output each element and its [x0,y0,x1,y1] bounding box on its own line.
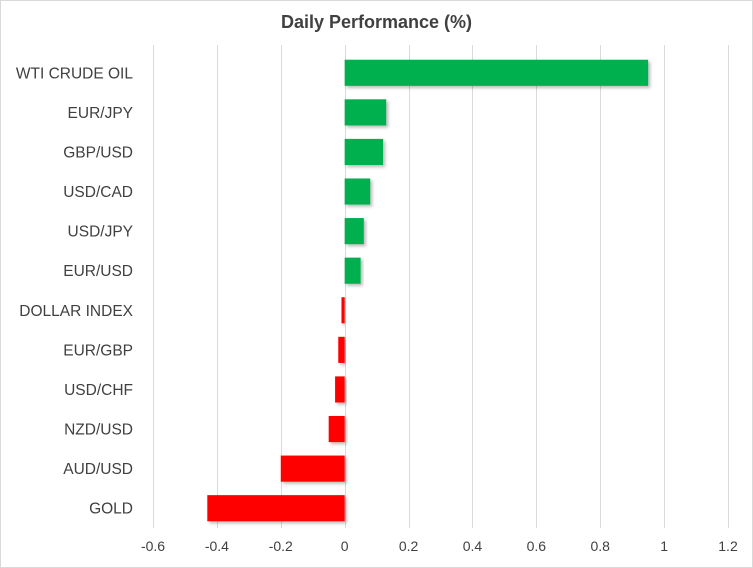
category-label: GBP/USD [63,144,133,161]
x-tick-label: 0.4 [463,538,483,554]
bar [335,376,345,403]
category-label: USD/JPY [68,224,133,241]
x-tick-label: 0 [341,538,349,554]
bar [344,257,361,284]
bar [280,455,345,482]
category-label: EUR/JPY [68,105,133,122]
bar [344,178,371,205]
bars [207,59,649,522]
gridlines [153,45,729,528]
x-tick-label: -0.6 [141,538,165,554]
x-tick-label: 1.2 [718,538,738,554]
x-tick-label: -0.2 [269,538,293,554]
bar [341,297,345,324]
x-tick-label: 0.6 [527,538,547,554]
bar [344,138,383,166]
bar [344,218,364,245]
x-tick-label: 0.8 [590,538,610,554]
category-label: EUR/GBP [63,342,133,359]
category-label: GOLD [89,501,133,518]
category-axis-labels: WTI CRUDE OIL EUR/JPY GBP/USD USD/CAD USD/JP… [16,65,134,517]
value-axis-labels: -0.6 -0.4 -0.2 0 0.2 0.4 0.6 0.8 1 1.2 [141,538,738,554]
category-label: WTI CRUDE OIL [16,65,133,82]
x-tick-label: 1 [660,538,668,554]
bar [328,415,345,443]
chart-title: Daily Performance (%) [280,12,473,32]
bar [344,99,387,126]
category-label: USD/CHF [64,382,133,399]
bar [207,495,345,522]
category-label: USD/CAD [63,184,133,201]
category-label: DOLLAR INDEX [19,303,133,320]
category-label: EUR/USD [63,263,133,280]
x-tick-label: -0.4 [205,538,229,554]
category-label: AUD/USD [63,461,133,478]
bar [344,59,649,86]
x-tick-label: 0.2 [399,538,419,554]
category-label: NZD/USD [64,422,133,439]
bar [338,336,345,363]
